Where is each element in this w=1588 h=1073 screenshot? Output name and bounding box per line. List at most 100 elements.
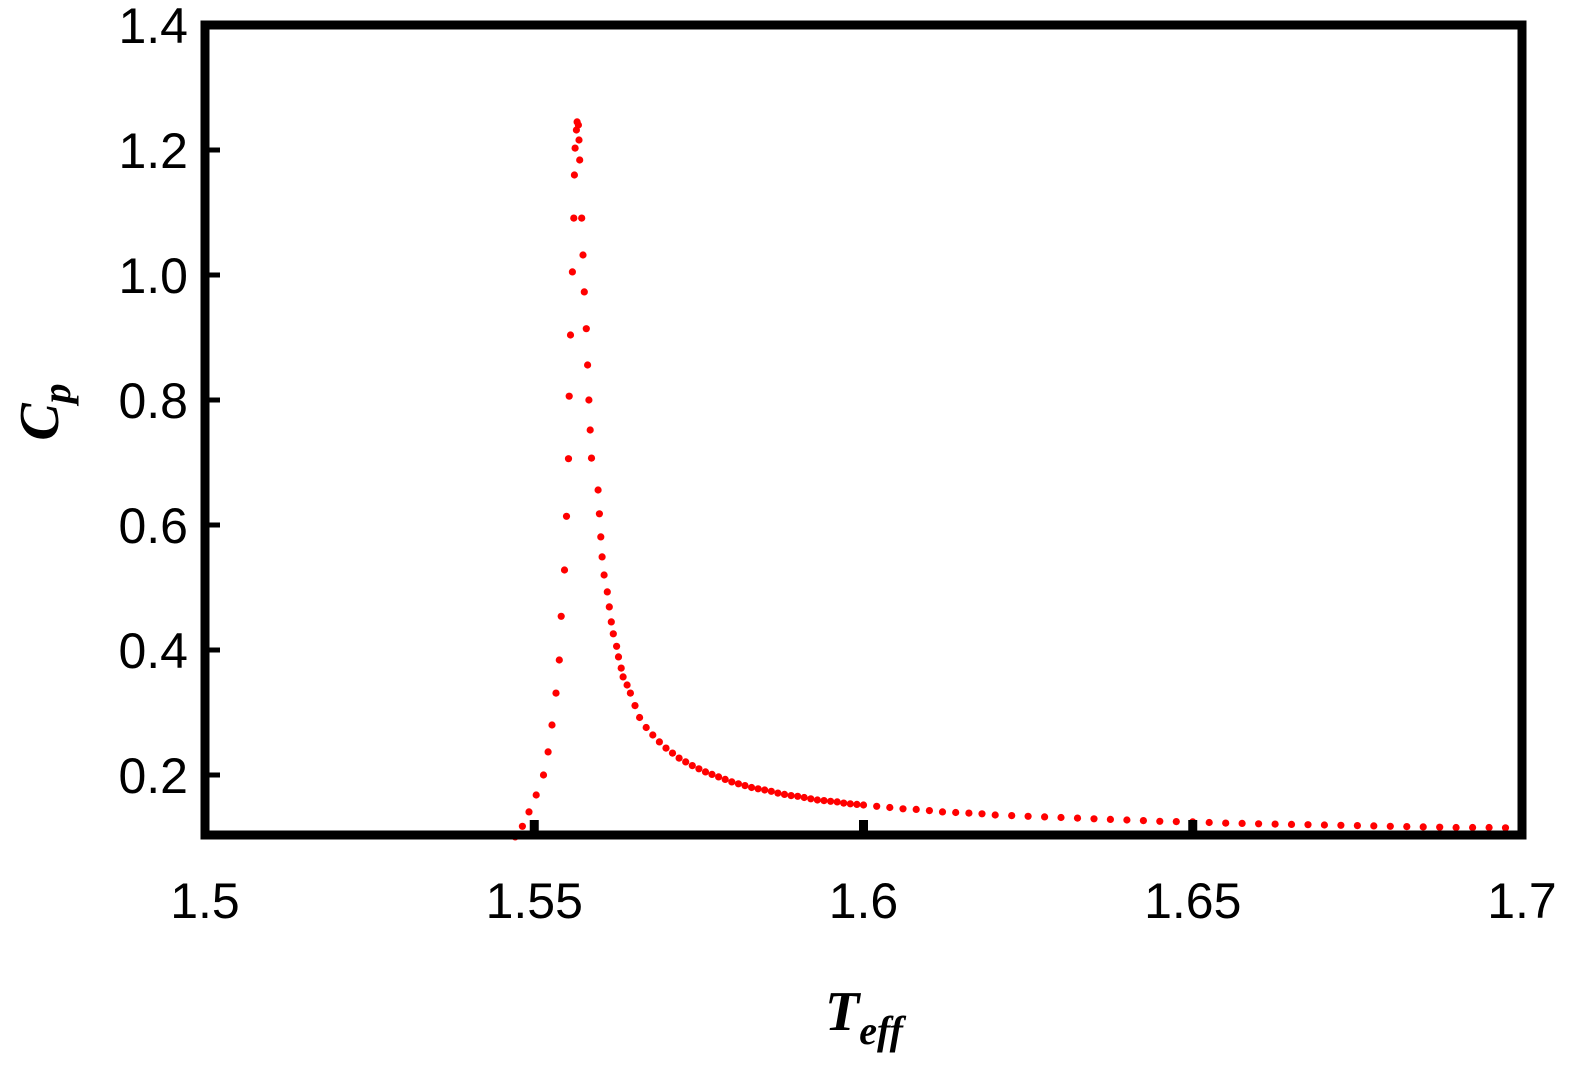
data-point — [873, 802, 881, 810]
data-point — [619, 673, 627, 681]
data-point — [586, 426, 594, 434]
data-point — [1485, 823, 1493, 832]
data-point — [570, 214, 578, 222]
data-point — [767, 787, 775, 795]
data-point — [794, 792, 802, 800]
x-axis-title: Teff — [825, 981, 907, 1053]
data-point — [774, 789, 782, 797]
data-point — [780, 790, 789, 799]
data-point — [525, 808, 533, 816]
data-point — [807, 795, 815, 803]
data-point — [1156, 817, 1164, 825]
data-point — [568, 268, 577, 276]
axis-ticks — [200, 22, 1527, 835]
data-point — [649, 731, 657, 739]
data-point — [688, 762, 696, 770]
data-point — [1353, 822, 1361, 830]
data-point — [1287, 820, 1296, 829]
data-point — [859, 801, 868, 809]
data-point — [617, 664, 625, 672]
data-point — [570, 171, 579, 179]
data-point — [557, 612, 565, 620]
data-point — [582, 325, 590, 333]
data-point — [571, 144, 579, 152]
data-point — [701, 768, 710, 776]
data-point — [532, 791, 540, 799]
data-point — [827, 797, 835, 805]
data-point — [695, 765, 703, 773]
x-tick-label: 1.7 — [1487, 873, 1557, 929]
data-point — [609, 630, 617, 638]
data-point — [1238, 819, 1246, 828]
data-point — [603, 588, 611, 596]
y-tick-label: 0.2 — [118, 748, 188, 804]
data-point — [560, 566, 569, 574]
data-point — [925, 807, 934, 815]
data-point — [597, 533, 605, 541]
data-point — [613, 642, 621, 650]
plot-frame — [200, 20, 1527, 840]
data-point — [555, 656, 563, 664]
data-point — [938, 808, 947, 816]
data-point — [682, 758, 690, 766]
data-point — [544, 748, 552, 756]
data-point — [642, 723, 650, 732]
data-point — [631, 702, 639, 710]
data-point — [787, 792, 795, 800]
data-point — [565, 392, 573, 400]
data-point — [1090, 815, 1098, 823]
y-tick-label: 0.6 — [118, 498, 188, 554]
data-point — [754, 785, 762, 793]
data-point — [840, 799, 848, 807]
data-point — [1041, 813, 1049, 821]
data-point — [584, 361, 592, 369]
data-point — [1320, 821, 1328, 829]
data-point — [564, 455, 573, 463]
data-point — [1073, 814, 1082, 822]
data-point — [579, 251, 587, 259]
data-point — [853, 800, 861, 809]
data-point — [566, 331, 575, 339]
data-point — [978, 810, 986, 818]
data-point — [761, 786, 769, 794]
data-point — [562, 512, 571, 520]
data-point — [1419, 823, 1427, 831]
data-point — [965, 809, 973, 817]
x-tick-label: 1.6 — [829, 873, 899, 929]
y-axis-title-main: C — [9, 403, 71, 441]
data-point — [1469, 823, 1477, 832]
x-tick-label: 1.65 — [1144, 873, 1241, 929]
data-point — [574, 121, 583, 129]
data-point — [1501, 824, 1510, 832]
data-point — [728, 778, 736, 786]
data-point — [1222, 819, 1230, 827]
y-tick-label: 1.2 — [118, 123, 188, 179]
data-point — [1271, 820, 1279, 828]
data-point — [991, 811, 999, 819]
data-point — [548, 721, 556, 729]
data-point — [655, 738, 664, 746]
data-point — [1304, 821, 1312, 829]
data-point — [800, 793, 808, 802]
x-tick-label: 1.5 — [170, 873, 240, 929]
data-point — [539, 771, 548, 779]
data-point — [605, 603, 613, 611]
data-point — [662, 744, 670, 752]
data-point — [1106, 815, 1114, 824]
data-point — [594, 486, 602, 494]
data-point — [912, 805, 920, 814]
data-point — [668, 749, 677, 757]
y-tick-label: 0.4 — [118, 623, 188, 679]
y-tick-labels: 0.2 0.4 0.6 0.8 1.0 1.2 1.4 — [118, 0, 188, 804]
y-tick-label: 1.4 — [118, 0, 188, 54]
data-point — [1452, 823, 1460, 832]
data-point — [580, 288, 588, 296]
data-point — [1370, 822, 1378, 830]
data-point — [552, 689, 560, 697]
data-point — [1139, 817, 1147, 825]
x-axis-title-sub: eff — [859, 1008, 906, 1053]
x-axis-title-main: T — [825, 981, 862, 1043]
data-point — [607, 618, 615, 626]
x-tick-label: 1.55 — [486, 873, 583, 929]
data-point — [1057, 813, 1065, 822]
